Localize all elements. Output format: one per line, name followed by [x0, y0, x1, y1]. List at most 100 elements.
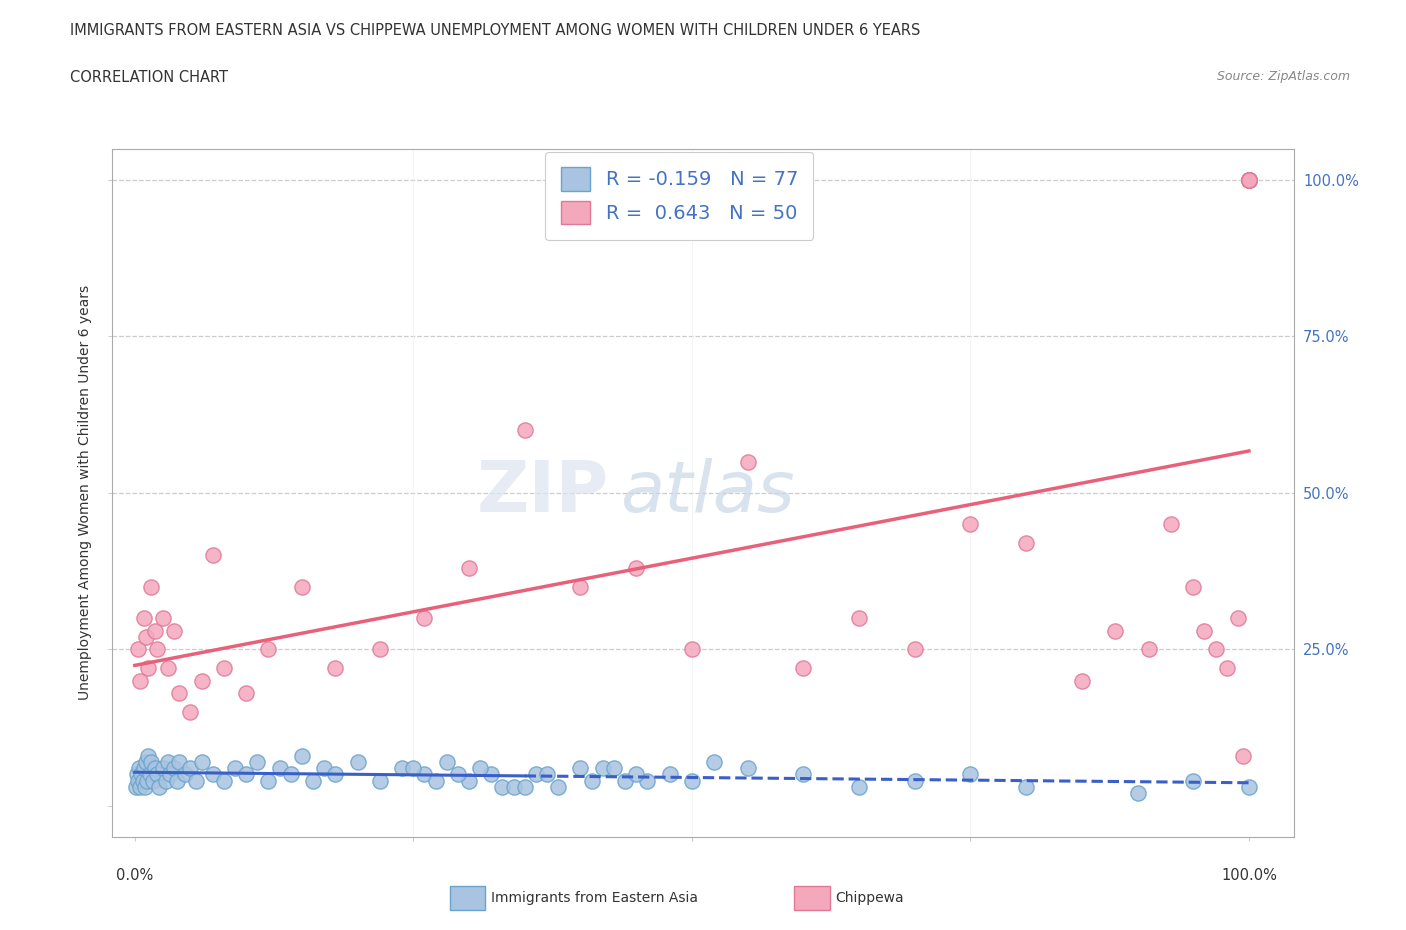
Point — [1215, 660, 1237, 675]
Point — [614, 773, 637, 788]
Point — [636, 773, 658, 788]
Point — [848, 611, 870, 626]
Point — [314, 761, 336, 776]
Point — [257, 642, 280, 657]
Point — [146, 767, 169, 782]
Point — [323, 767, 346, 782]
Point — [1070, 673, 1092, 688]
Point — [436, 754, 458, 769]
Point — [368, 642, 391, 657]
Point — [129, 779, 152, 794]
Point — [269, 761, 291, 776]
Point — [681, 773, 703, 788]
Point — [904, 642, 927, 657]
Point — [703, 754, 725, 769]
Text: ZIP: ZIP — [477, 458, 609, 527]
Point — [391, 761, 413, 776]
Point — [1237, 173, 1260, 188]
Point — [125, 779, 148, 794]
Point — [141, 754, 163, 769]
Point — [848, 779, 870, 794]
Point — [135, 630, 157, 644]
Point — [163, 623, 186, 638]
Text: Immigrants from Eastern Asia: Immigrants from Eastern Asia — [491, 891, 697, 906]
Point — [143, 623, 166, 638]
Point — [502, 779, 524, 794]
Point — [127, 773, 149, 788]
Point — [132, 611, 155, 626]
Y-axis label: Unemployment Among Women with Children Under 6 years: Unemployment Among Women with Children U… — [79, 286, 93, 700]
Point — [479, 767, 502, 782]
Point — [470, 761, 492, 776]
Point — [179, 704, 201, 719]
Point — [1137, 642, 1160, 657]
Point — [737, 761, 759, 776]
Point — [224, 761, 246, 776]
Point — [157, 754, 180, 769]
Text: atlas: atlas — [620, 458, 794, 527]
Point — [141, 579, 163, 594]
Point — [458, 773, 481, 788]
Point — [155, 773, 177, 788]
Point — [1160, 517, 1182, 532]
Point — [143, 761, 166, 776]
Point — [201, 767, 224, 782]
Point — [129, 673, 152, 688]
Point — [132, 761, 155, 776]
Point — [166, 773, 188, 788]
Point — [402, 761, 425, 776]
Point — [959, 517, 981, 532]
Legend: R = -0.159   N = 77, R =  0.643   N = 50: R = -0.159 N = 77, R = 0.643 N = 50 — [546, 152, 814, 240]
Point — [524, 767, 547, 782]
Point — [624, 767, 647, 782]
Point — [513, 423, 536, 438]
Point — [152, 761, 174, 776]
Text: IMMIGRANTS FROM EASTERN ASIA VS CHIPPEWA UNEMPLOYMENT AMONG WOMEN WITH CHILDREN : IMMIGRANTS FROM EASTERN ASIA VS CHIPPEWA… — [70, 23, 921, 38]
Point — [581, 773, 603, 788]
Point — [163, 761, 186, 776]
Point — [904, 773, 927, 788]
Point — [447, 767, 470, 782]
Point — [1232, 749, 1254, 764]
Point — [169, 754, 191, 769]
Point — [148, 779, 170, 794]
Point — [280, 767, 302, 782]
Point — [513, 779, 536, 794]
Point — [413, 611, 436, 626]
Point — [792, 660, 814, 675]
Point — [737, 454, 759, 469]
Point — [346, 754, 368, 769]
Text: CORRELATION CHART: CORRELATION CHART — [70, 70, 228, 85]
Point — [323, 660, 346, 675]
Point — [1182, 579, 1205, 594]
Point — [1237, 173, 1260, 188]
Point — [190, 754, 212, 769]
Point — [159, 767, 181, 782]
Point — [425, 773, 447, 788]
Point — [136, 773, 159, 788]
Point — [1015, 779, 1038, 794]
Point — [536, 767, 558, 782]
Text: 0.0%: 0.0% — [117, 869, 153, 883]
Point — [125, 767, 148, 782]
Point — [1237, 779, 1260, 794]
Point — [146, 642, 169, 657]
Point — [246, 754, 269, 769]
Point — [1237, 173, 1260, 188]
Point — [152, 611, 174, 626]
Point — [792, 767, 814, 782]
Point — [235, 685, 257, 700]
Point — [157, 660, 180, 675]
Text: Source: ZipAtlas.com: Source: ZipAtlas.com — [1216, 70, 1350, 83]
Point — [131, 767, 153, 782]
Point — [169, 685, 191, 700]
Point — [212, 660, 235, 675]
Point — [413, 767, 436, 782]
Point — [1237, 173, 1260, 188]
Point — [1237, 173, 1260, 188]
Point — [128, 761, 150, 776]
Point — [136, 749, 159, 764]
Point — [179, 761, 201, 776]
Point — [201, 548, 224, 563]
Point — [257, 773, 280, 788]
